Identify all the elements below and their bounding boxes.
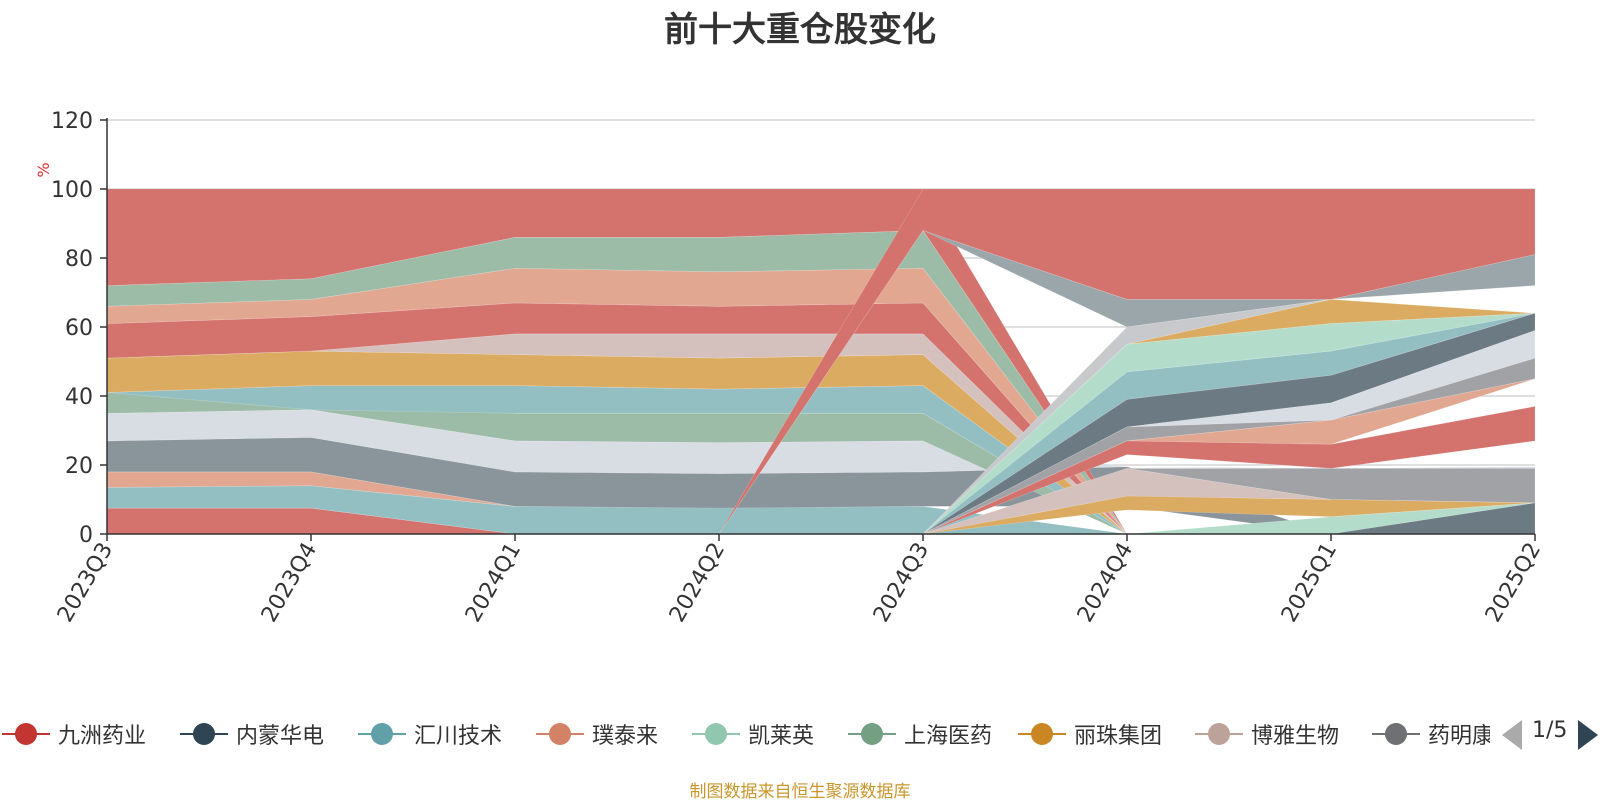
legend-marker-icon — [692, 723, 740, 745]
chart-plot: 0 20 40 60 80 100 120% 2023Q3 2023Q4 2024Q1 2024Q2… — [34, 109, 1546, 627]
y-tick-label: 20 — [65, 454, 93, 479]
legend-marker-icon — [1195, 723, 1243, 745]
legend-item[interactable]: 汇川技术 — [356, 716, 526, 752]
legend-item[interactable]: 凯莱英 — [690, 716, 860, 752]
legend-label: 汇川技术 — [414, 724, 503, 749]
x-tick-label: 2024Q3 — [869, 539, 934, 627]
legend-item[interactable]: 博雅生物 — [1193, 716, 1363, 752]
source-note: 制图数据来自恒生聚源数据库 — [689, 782, 911, 802]
x-tick-label: 2023Q3 — [53, 539, 118, 627]
y-axis-unit: % — [34, 162, 53, 177]
chart-title: 前十大重仓股变化 — [664, 10, 936, 50]
legend-label: 上海医药 — [904, 724, 993, 749]
x-tick-label: 2025Q1 — [1277, 539, 1342, 627]
legend-item[interactable]: 九洲药业 — [0, 716, 170, 752]
legend-item[interactable]: 璞泰来 — [534, 716, 704, 752]
legend-item[interactable]: 上海医药 — [846, 716, 1016, 752]
y-tick-label: 40 — [65, 385, 93, 410]
legend-prev-arrow-icon[interactable] — [1502, 720, 1522, 750]
legend: 九洲药业 内蒙华电 汇川技术 璞泰来 凯莱英 上海医药 丽珠集团 博雅生物 药明康德 — [0, 716, 1490, 754]
y-tick-label: 60 — [65, 316, 93, 341]
legend-marker-icon — [848, 723, 896, 745]
x-tick-label: 2023Q4 — [257, 539, 322, 627]
x-tick-label: 2024Q1 — [461, 539, 526, 627]
legend-label: 九洲药业 — [58, 724, 147, 749]
y-tick-label: 120 — [51, 109, 93, 134]
legend-label: 博雅生物 — [1251, 724, 1340, 749]
legend-item[interactable]: 药明康德 — [1370, 716, 1490, 752]
legend-marker-icon — [1018, 723, 1066, 745]
y-tick-label: 100 — [51, 178, 93, 203]
legend-marker-icon — [358, 723, 406, 745]
legend-marker-icon — [2, 723, 50, 745]
legend-marker-icon — [536, 723, 584, 745]
legend-item[interactable]: 丽珠集团 — [1016, 716, 1186, 752]
area-bands — [106, 188, 1536, 535]
legend-next-arrow-icon[interactable] — [1578, 720, 1598, 750]
legend-label: 内蒙华电 — [236, 724, 325, 749]
legend-label: 凯莱英 — [748, 724, 815, 749]
legend-marker-icon — [1372, 723, 1420, 745]
x-tick-label: 2024Q2 — [665, 539, 730, 627]
y-tick-label: 80 — [65, 247, 93, 272]
legend-label: 丽珠集团 — [1074, 724, 1163, 749]
x-tick-label: 2025Q2 — [1481, 539, 1546, 627]
legend-pager: 1/5 — [1500, 718, 1600, 752]
y-tick-label: 0 — [79, 523, 93, 548]
x-tick-label: 2024Q4 — [1073, 539, 1138, 627]
legend-marker-icon — [180, 723, 228, 745]
legend-label: 璞泰来 — [592, 724, 659, 749]
legend-label: 药明康德 — [1428, 724, 1490, 749]
legend-item[interactable]: 内蒙华电 — [178, 716, 348, 752]
legend-page-indicator: 1/5 — [1532, 718, 1568, 743]
